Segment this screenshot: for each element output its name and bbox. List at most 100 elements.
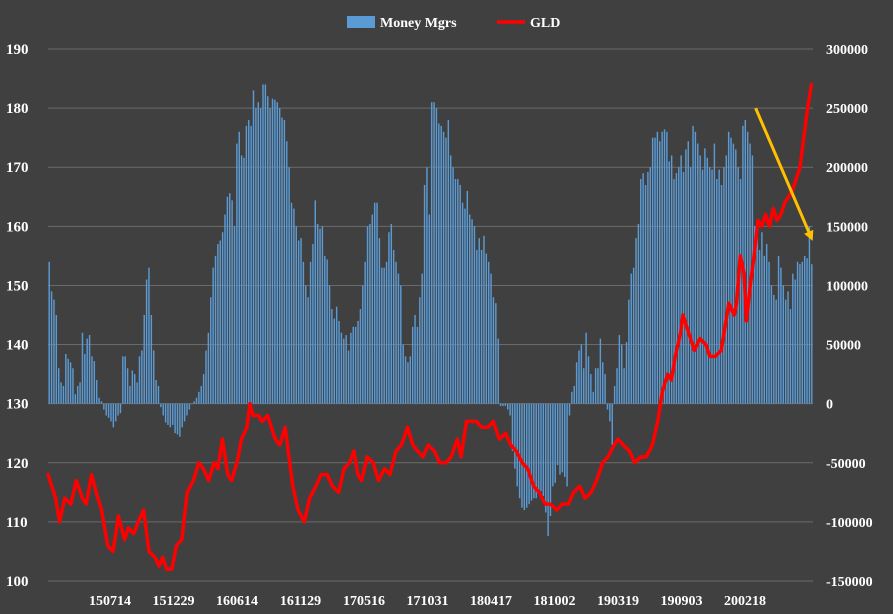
- money-mgrs-bar: [590, 374, 592, 404]
- money-mgrs-bar: [381, 267, 383, 404]
- money-mgrs-bar: [654, 137, 656, 404]
- money-mgrs-bar: [95, 380, 98, 404]
- right-tick-label: -50000: [826, 457, 866, 472]
- money-mgrs-bar: [404, 356, 407, 404]
- money-mgrs-bar: [666, 131, 668, 404]
- money-mgrs-bar: [390, 223, 393, 404]
- money-mgrs-bar: [445, 137, 447, 404]
- money-mgrs-bar: [183, 403, 186, 422]
- money-mgrs-bar: [212, 267, 214, 404]
- money-mgrs-bar: [649, 167, 651, 404]
- money-mgrs-bar: [288, 167, 290, 404]
- money-mgrs-bar: [124, 356, 126, 404]
- money-mgrs-bar: [250, 125, 252, 404]
- money-mgrs-bars: [48, 84, 813, 537]
- money-mgrs-bar: [637, 223, 640, 404]
- money-mgrs-bar: [533, 403, 535, 499]
- legend-label: GLD: [530, 16, 560, 31]
- money-mgrs-bar: [359, 309, 362, 404]
- money-mgrs-bar: [602, 362, 604, 404]
- money-mgrs-bar: [716, 179, 718, 404]
- money-mgrs-bar: [692, 125, 694, 404]
- money-mgrs-bar: [435, 108, 438, 404]
- money-mgrs-bar: [507, 403, 509, 410]
- money-mgrs-bar: [115, 403, 117, 422]
- money-mgrs-bar: [483, 235, 485, 404]
- money-mgrs-bar: [509, 403, 511, 416]
- money-mgrs-bar: [293, 208, 295, 404]
- right-tick-label: 150000: [826, 220, 868, 235]
- money-mgrs-bar: [575, 362, 578, 404]
- money-mgrs-bar: [278, 108, 281, 404]
- right-tick-label: -100000: [826, 516, 873, 531]
- money-mgrs-bar: [777, 255, 780, 404]
- money-mgrs-bar: [88, 335, 91, 404]
- money-mgrs-bar: [514, 403, 516, 469]
- money-mgrs-bar: [758, 249, 761, 404]
- money-mgrs-bar: [91, 356, 93, 404]
- money-mgrs-bar: [701, 169, 704, 404]
- money-mgrs-bar: [630, 273, 632, 404]
- x-tick-label: 181002: [534, 594, 576, 609]
- money-mgrs-bar: [264, 84, 267, 404]
- money-mgrs-bar: [259, 108, 262, 404]
- money-mgrs-bar: [402, 344, 404, 404]
- x-tick-label: 190319: [597, 594, 639, 609]
- money-mgrs-bar: [297, 240, 300, 404]
- money-mgrs-bar: [765, 244, 768, 404]
- money-mgrs-bar: [585, 332, 587, 404]
- money-mgrs-bar: [537, 403, 540, 494]
- left-tick-label: 190: [6, 42, 29, 58]
- money-mgrs-bar: [333, 318, 335, 404]
- money-mgrs-bar: [578, 350, 580, 404]
- money-mgrs-bar: [566, 403, 568, 487]
- money-mgrs-bar: [164, 403, 167, 423]
- money-mgrs-bar: [542, 403, 545, 496]
- money-mgrs-bar: [423, 184, 426, 404]
- right-tick-label: -150000: [826, 575, 873, 590]
- money-mgrs-bar: [395, 261, 397, 404]
- money-mgrs-bar: [122, 356, 124, 404]
- x-tick-label: 171031: [407, 594, 449, 609]
- money-mgrs-bar: [267, 96, 269, 404]
- money-mgrs-bar: [735, 149, 737, 404]
- money-mgrs-bar: [136, 382, 138, 404]
- left-tick-label: 110: [6, 515, 28, 531]
- money-mgrs-bar: [796, 261, 799, 404]
- money-mgrs-bar: [659, 141, 661, 404]
- money-mgrs-bar: [466, 190, 469, 404]
- money-mgrs-bar: [155, 380, 157, 404]
- money-mgrs-bar: [678, 167, 680, 404]
- money-mgrs-bar: [811, 264, 813, 404]
- money-mgrs-bar: [754, 226, 756, 404]
- left-tick-label: 100: [6, 574, 29, 590]
- money-mgrs-bar: [110, 403, 112, 422]
- money-mgrs-bar: [573, 385, 575, 404]
- money-mgrs-bar: [438, 123, 440, 404]
- left-tick-label: 120: [6, 456, 29, 472]
- money-mgrs-bar: [72, 368, 74, 404]
- money-mgrs-bar: [319, 228, 321, 404]
- money-mgrs-bar: [592, 391, 594, 404]
- money-mgrs-bar: [682, 171, 685, 404]
- money-mgrs-bar: [205, 350, 207, 404]
- money-mgrs-bar: [784, 299, 787, 404]
- money-mgrs-bar: [345, 335, 347, 404]
- money-mgrs-bar: [50, 291, 53, 404]
- money-mgrs-bar: [530, 403, 533, 501]
- money-mgrs-bar: [433, 102, 435, 404]
- money-mgrs-bar: [792, 273, 794, 404]
- money-mgrs-bar: [485, 253, 488, 404]
- money-mgrs-bar: [744, 119, 747, 404]
- money-mgrs-bar: [340, 332, 343, 404]
- money-mgrs-bar: [271, 98, 274, 404]
- money-mgrs-bar: [661, 131, 663, 404]
- money-mgrs-bar: [366, 226, 369, 404]
- legend-label: Money Mgrs: [380, 16, 457, 31]
- money-mgrs-bar: [373, 202, 376, 404]
- money-mgrs-bar: [195, 397, 198, 404]
- money-mgrs-bar: [730, 137, 732, 404]
- money-mgrs-bar: [799, 264, 801, 404]
- money-mgrs-bar: [552, 403, 554, 487]
- money-mgrs-bar: [324, 255, 326, 404]
